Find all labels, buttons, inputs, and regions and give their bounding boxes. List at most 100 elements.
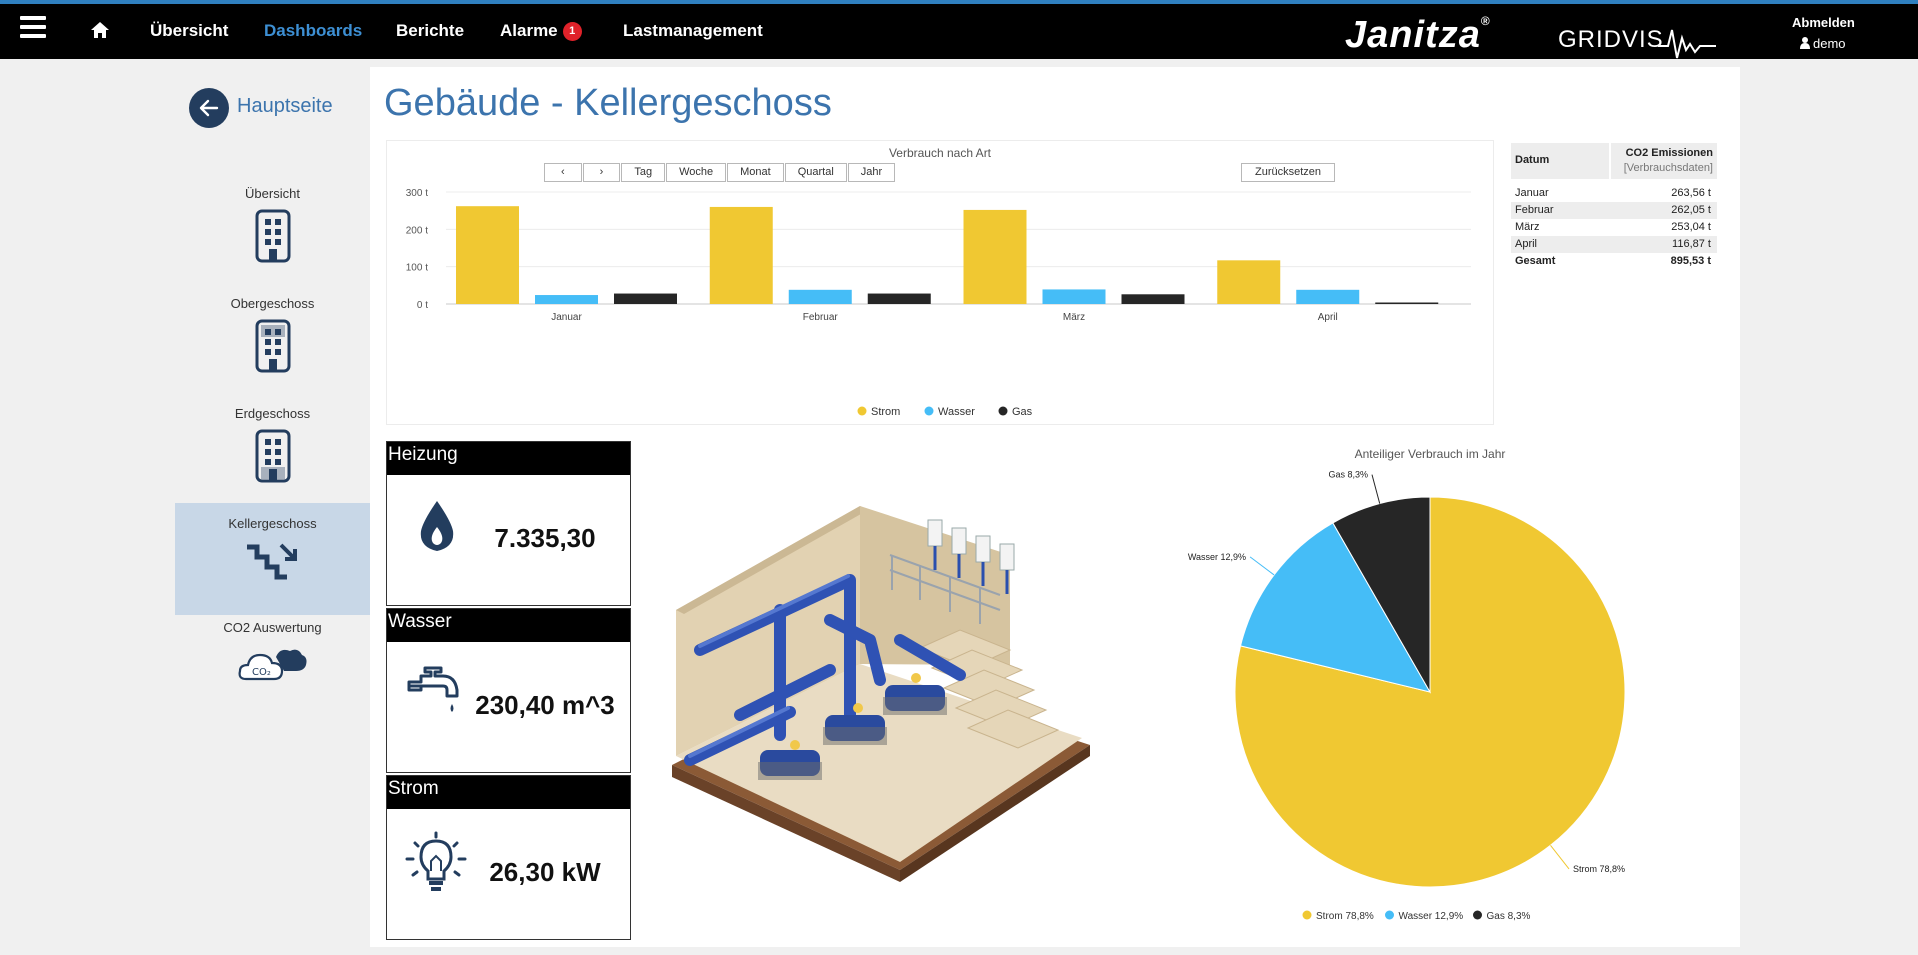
page-title: Gebäude - Kellergeschoss	[384, 82, 832, 124]
kpi-value: 230,40 m^3	[475, 690, 615, 720]
kpi-strom: Strom 26,30 kW	[386, 775, 631, 940]
time-range-toolbar: ‹ › Tag Woche Monat Quartal Jahr	[544, 163, 896, 182]
row-value: 116,87 t	[1672, 238, 1711, 250]
top-navigation-bar: Übersicht Dashboards Berichte Alarme 1 La…	[0, 0, 1918, 59]
legend-marker	[1385, 910, 1394, 920]
range-jahr-button[interactable]: Jahr	[847, 163, 896, 182]
pie-chart-title: Anteiliger Verbrauch im Jahr	[1355, 447, 1506, 461]
sidebar-item-label: Kellergeschoss	[228, 516, 317, 531]
bar-gas	[867, 293, 931, 304]
bar-gas	[1121, 294, 1185, 304]
kpi-heizung: Heizung 7.335,30	[386, 441, 631, 606]
table-row: März 253,04 t	[1511, 219, 1717, 236]
sidebar-item-obergeschoss[interactable]: Obergeschoss	[175, 283, 370, 395]
kpi-value: 26,30 kW	[489, 857, 601, 887]
legend-marker	[857, 406, 867, 416]
arrow-left-icon	[199, 99, 219, 117]
pie-connector	[1371, 474, 1381, 504]
range-woche-button[interactable]: Woche	[666, 163, 727, 182]
row-value: 262,05 t	[1671, 204, 1711, 216]
row-label: April	[1515, 238, 1538, 250]
legend-marker	[998, 406, 1008, 416]
bar-gas	[614, 293, 677, 304]
legend-label: Gas	[1012, 406, 1033, 418]
bar-wasser	[1296, 289, 1360, 304]
sidebar-item-kellergeschoss[interactable]: Kellergeschoss	[175, 503, 370, 615]
username: demo	[1813, 36, 1846, 51]
back-button[interactable]	[189, 88, 229, 128]
row-label: März	[1515, 221, 1540, 233]
bar-wasser	[535, 295, 598, 304]
legend-label: Wasser 12,9%	[1399, 911, 1464, 922]
nav-dashboards[interactable]: Dashboards	[264, 21, 363, 40]
nav-lastmanagement[interactable]: Lastmanagement	[623, 21, 763, 40]
pie-data-label: Strom 78,8%	[1573, 864, 1625, 874]
logout-link[interactable]: Abmelden	[1792, 15, 1855, 30]
building-upper-floor-icon	[255, 319, 290, 373]
next-period-button[interactable]: ›	[582, 163, 621, 182]
sidebar-item-label: Obergeschoss	[230, 296, 315, 311]
table-row: Februar 262,05 t	[1511, 202, 1717, 219]
table-row: April 116,87 t	[1511, 236, 1717, 253]
pie-slice-wasser	[1239, 522, 1432, 693]
janitza-logo: Janitza®	[1345, 14, 1491, 57]
sidebar-item-label: Erdgeschoss	[234, 406, 311, 421]
lightbulb-icon	[405, 831, 467, 891]
legend-marker	[924, 406, 934, 416]
column-header-co2-label: CO2 Emissionen	[1625, 147, 1713, 159]
user-icon	[1800, 37, 1810, 49]
bar-wasser	[1042, 289, 1106, 304]
y-tick-label: 0 t	[417, 300, 428, 311]
range-quartal-button[interactable]: Quartal	[784, 163, 847, 182]
building-ground-floor-icon	[255, 429, 290, 483]
brand-name: Janitza	[1345, 14, 1481, 56]
kpi-value: 7.335,30	[494, 523, 596, 553]
legend-marker	[1473, 910, 1482, 920]
y-tick-label: 200 t	[406, 225, 428, 236]
bar-wasser	[788, 289, 852, 304]
table-header: Datum CO2 Emissionen [Verbrauchsdaten]	[1511, 143, 1717, 179]
kpi-title: Strom	[387, 776, 630, 809]
brand-registered-mark: ®	[1480, 14, 1491, 28]
pie-data-label: Wasser 12,9%	[1188, 552, 1246, 562]
hamburger-menu-icon[interactable]	[20, 16, 46, 42]
x-tick-label: Februar	[803, 312, 839, 323]
sidebar-item-erdgeschoss[interactable]: Erdgeschoss	[175, 393, 370, 505]
back-label[interactable]: Hauptseite	[237, 95, 333, 117]
x-tick-label: April	[1318, 312, 1338, 323]
sidebar-item-label: Übersicht	[245, 186, 300, 201]
sidebar-item-uebersicht[interactable]: Übersicht	[175, 173, 370, 285]
range-monat-button[interactable]: Monat	[727, 163, 784, 182]
x-tick-label: März	[1063, 312, 1085, 323]
home-icon[interactable]	[90, 20, 110, 40]
prev-period-button[interactable]: ‹	[544, 163, 582, 182]
column-header-co2: CO2 Emissionen [Verbrauchsdaten]	[1611, 143, 1717, 179]
y-tick-label: 300 t	[406, 188, 428, 199]
pie-chart: Anteiliger Verbrauch im Jahr Strom 78,8% W…	[1188, 447, 1626, 922]
nav-alarme[interactable]: Alarme 1	[500, 21, 582, 41]
y-tick-label: 100 t	[406, 263, 428, 274]
bar-chart-panel	[386, 140, 1494, 425]
row-value: 263,56 t	[1671, 187, 1711, 199]
reset-button[interactable]: Zurücksetzen	[1241, 163, 1336, 182]
row-label: Gesamt	[1515, 255, 1556, 267]
co2-cloud-icon: CO₂	[238, 649, 306, 681]
row-label: Januar	[1515, 187, 1549, 199]
column-header-co2-sub: [Verbrauchsdaten]	[1623, 162, 1713, 174]
alarm-count-badge: 1	[562, 22, 582, 41]
bar-strom	[1217, 260, 1281, 304]
table-row-total: Gesamt 895,53 t	[1511, 253, 1717, 270]
nav-uebersicht[interactable]: Übersicht	[150, 21, 229, 40]
range-tag-button[interactable]: Tag	[621, 163, 666, 182]
bar-strom	[709, 206, 773, 304]
gridvis-wave-icon	[1658, 29, 1716, 59]
legend-label: Strom	[871, 406, 900, 418]
gridvis-logo: GRIDVIS	[1558, 26, 1664, 53]
legend-label: Gas 8,3%	[1487, 911, 1531, 922]
sidebar-item-co2-auswertung[interactable]: CO2 Auswertung CO₂	[175, 613, 370, 725]
row-label: Februar	[1515, 204, 1554, 216]
nav-berichte[interactable]: Berichte	[396, 21, 465, 40]
legend-label: Strom 78,8%	[1316, 911, 1374, 922]
user-menu[interactable]: demo	[1800, 36, 1846, 51]
row-value: 253,04 t	[1671, 221, 1711, 233]
